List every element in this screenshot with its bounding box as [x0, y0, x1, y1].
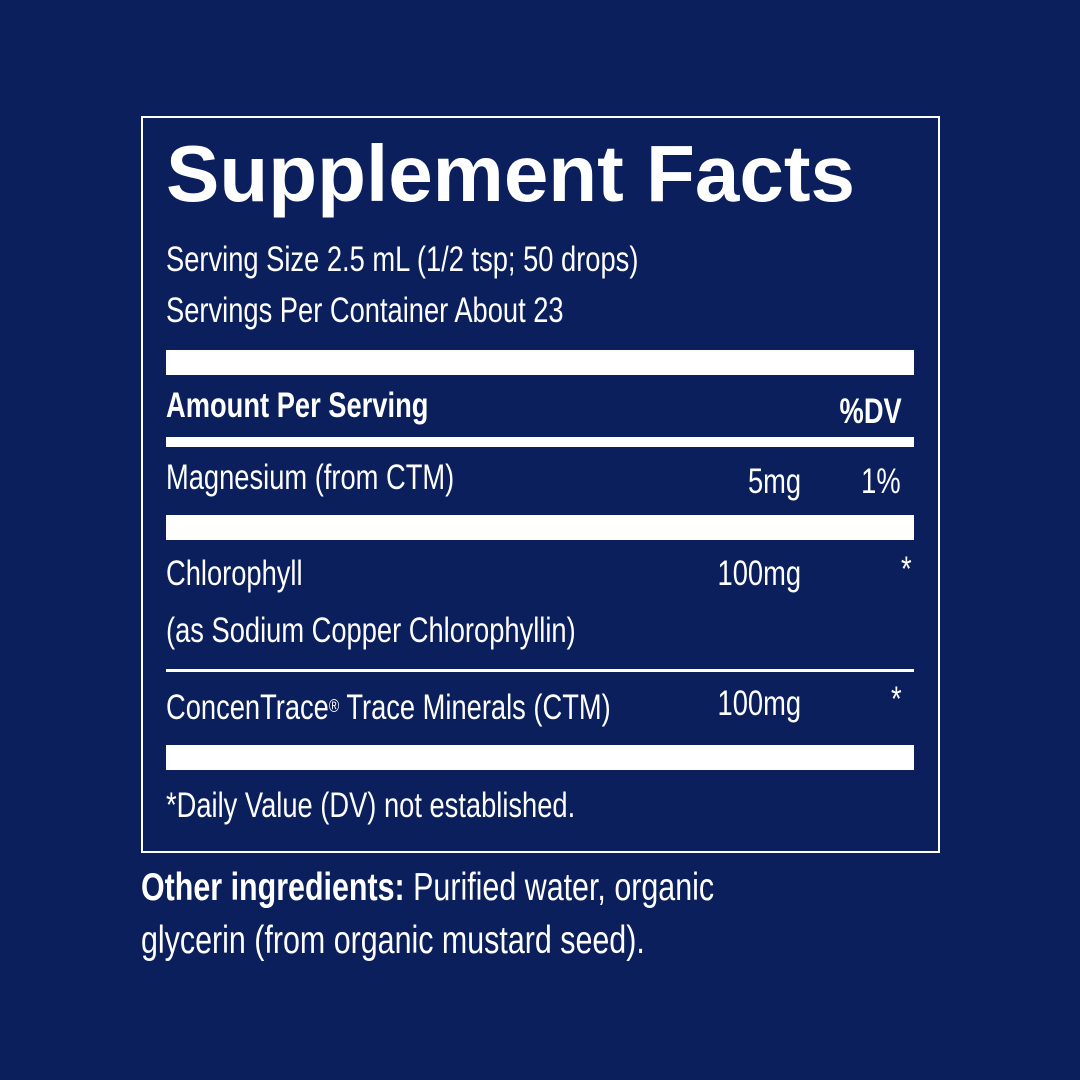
- row-amount: 100mg: [717, 684, 801, 723]
- serving-size: Serving Size 2.5 mL (1/2 tsp; 50 drops): [166, 240, 639, 279]
- dv-header: %DV: [839, 392, 902, 431]
- footnote: *Daily Value (DV) not established.: [166, 786, 576, 825]
- thin-divider: [166, 669, 914, 672]
- thick-divider: [166, 745, 914, 770]
- row-name: Magnesium (from CTM): [166, 458, 455, 497]
- row-name: ConcenTrace® Trace Minerals (CTM): [166, 688, 611, 727]
- supplement-facts-panel: [141, 116, 940, 853]
- medium-divider: [166, 437, 914, 447]
- row-amount: 100mg: [717, 554, 801, 593]
- amount-per-serving-header: Amount Per Serving: [166, 386, 429, 425]
- row-dv: 1%: [861, 462, 901, 501]
- panel-title: Supplement Facts: [166, 129, 856, 218]
- row-dv: *: [891, 680, 902, 719]
- other-ingredients-line2: glycerin (from organic mustard seed).: [141, 919, 645, 962]
- row-dv: *: [901, 550, 912, 589]
- servings-per-container: Servings Per Container About 23: [166, 291, 564, 330]
- row-name: Chlorophyll: [166, 554, 303, 593]
- row-subname: (as Sodium Copper Chlorophyllin): [166, 611, 576, 650]
- other-ingredients: Other ingredients: Purified water, organ…: [141, 866, 715, 909]
- row-amount: 5mg: [747, 462, 801, 501]
- thick-divider: [166, 350, 914, 375]
- thick-divider: [166, 515, 914, 540]
